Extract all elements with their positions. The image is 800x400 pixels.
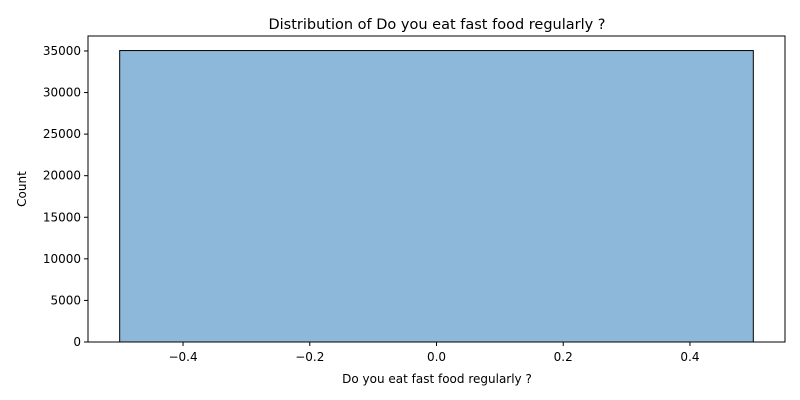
x-tick-label: 0.2 (554, 350, 573, 364)
plot-area (119, 50, 754, 343)
y-tick-label: 5000 (50, 293, 81, 307)
chart-title: Distribution of Do you eat fast food reg… (268, 17, 605, 33)
x-tick-label: 0.0 (427, 350, 446, 364)
x-tick-label: 0.4 (680, 350, 699, 364)
y-axis-label: Count (15, 171, 29, 207)
x-axis-label: Do you eat fast food regularly ? (342, 372, 532, 386)
y-tick-label: 30000 (43, 86, 81, 100)
bar-0 (119, 50, 754, 343)
y-tick-label: 10000 (43, 252, 81, 266)
y-tick-label: 0 (73, 335, 81, 349)
y-tick-label: 35000 (43, 44, 81, 58)
y-tick-label: 20000 (43, 169, 81, 183)
x-tick-label: −0.4 (168, 350, 197, 364)
x-tick-label: −0.2 (295, 350, 324, 364)
y-tick-label: 25000 (43, 127, 81, 141)
ticks: −0.4 −0.2 0.0 0.2 0.4 0 5000 10000 15000 20000 250… (43, 44, 700, 364)
y-tick-label: 15000 (43, 210, 81, 224)
